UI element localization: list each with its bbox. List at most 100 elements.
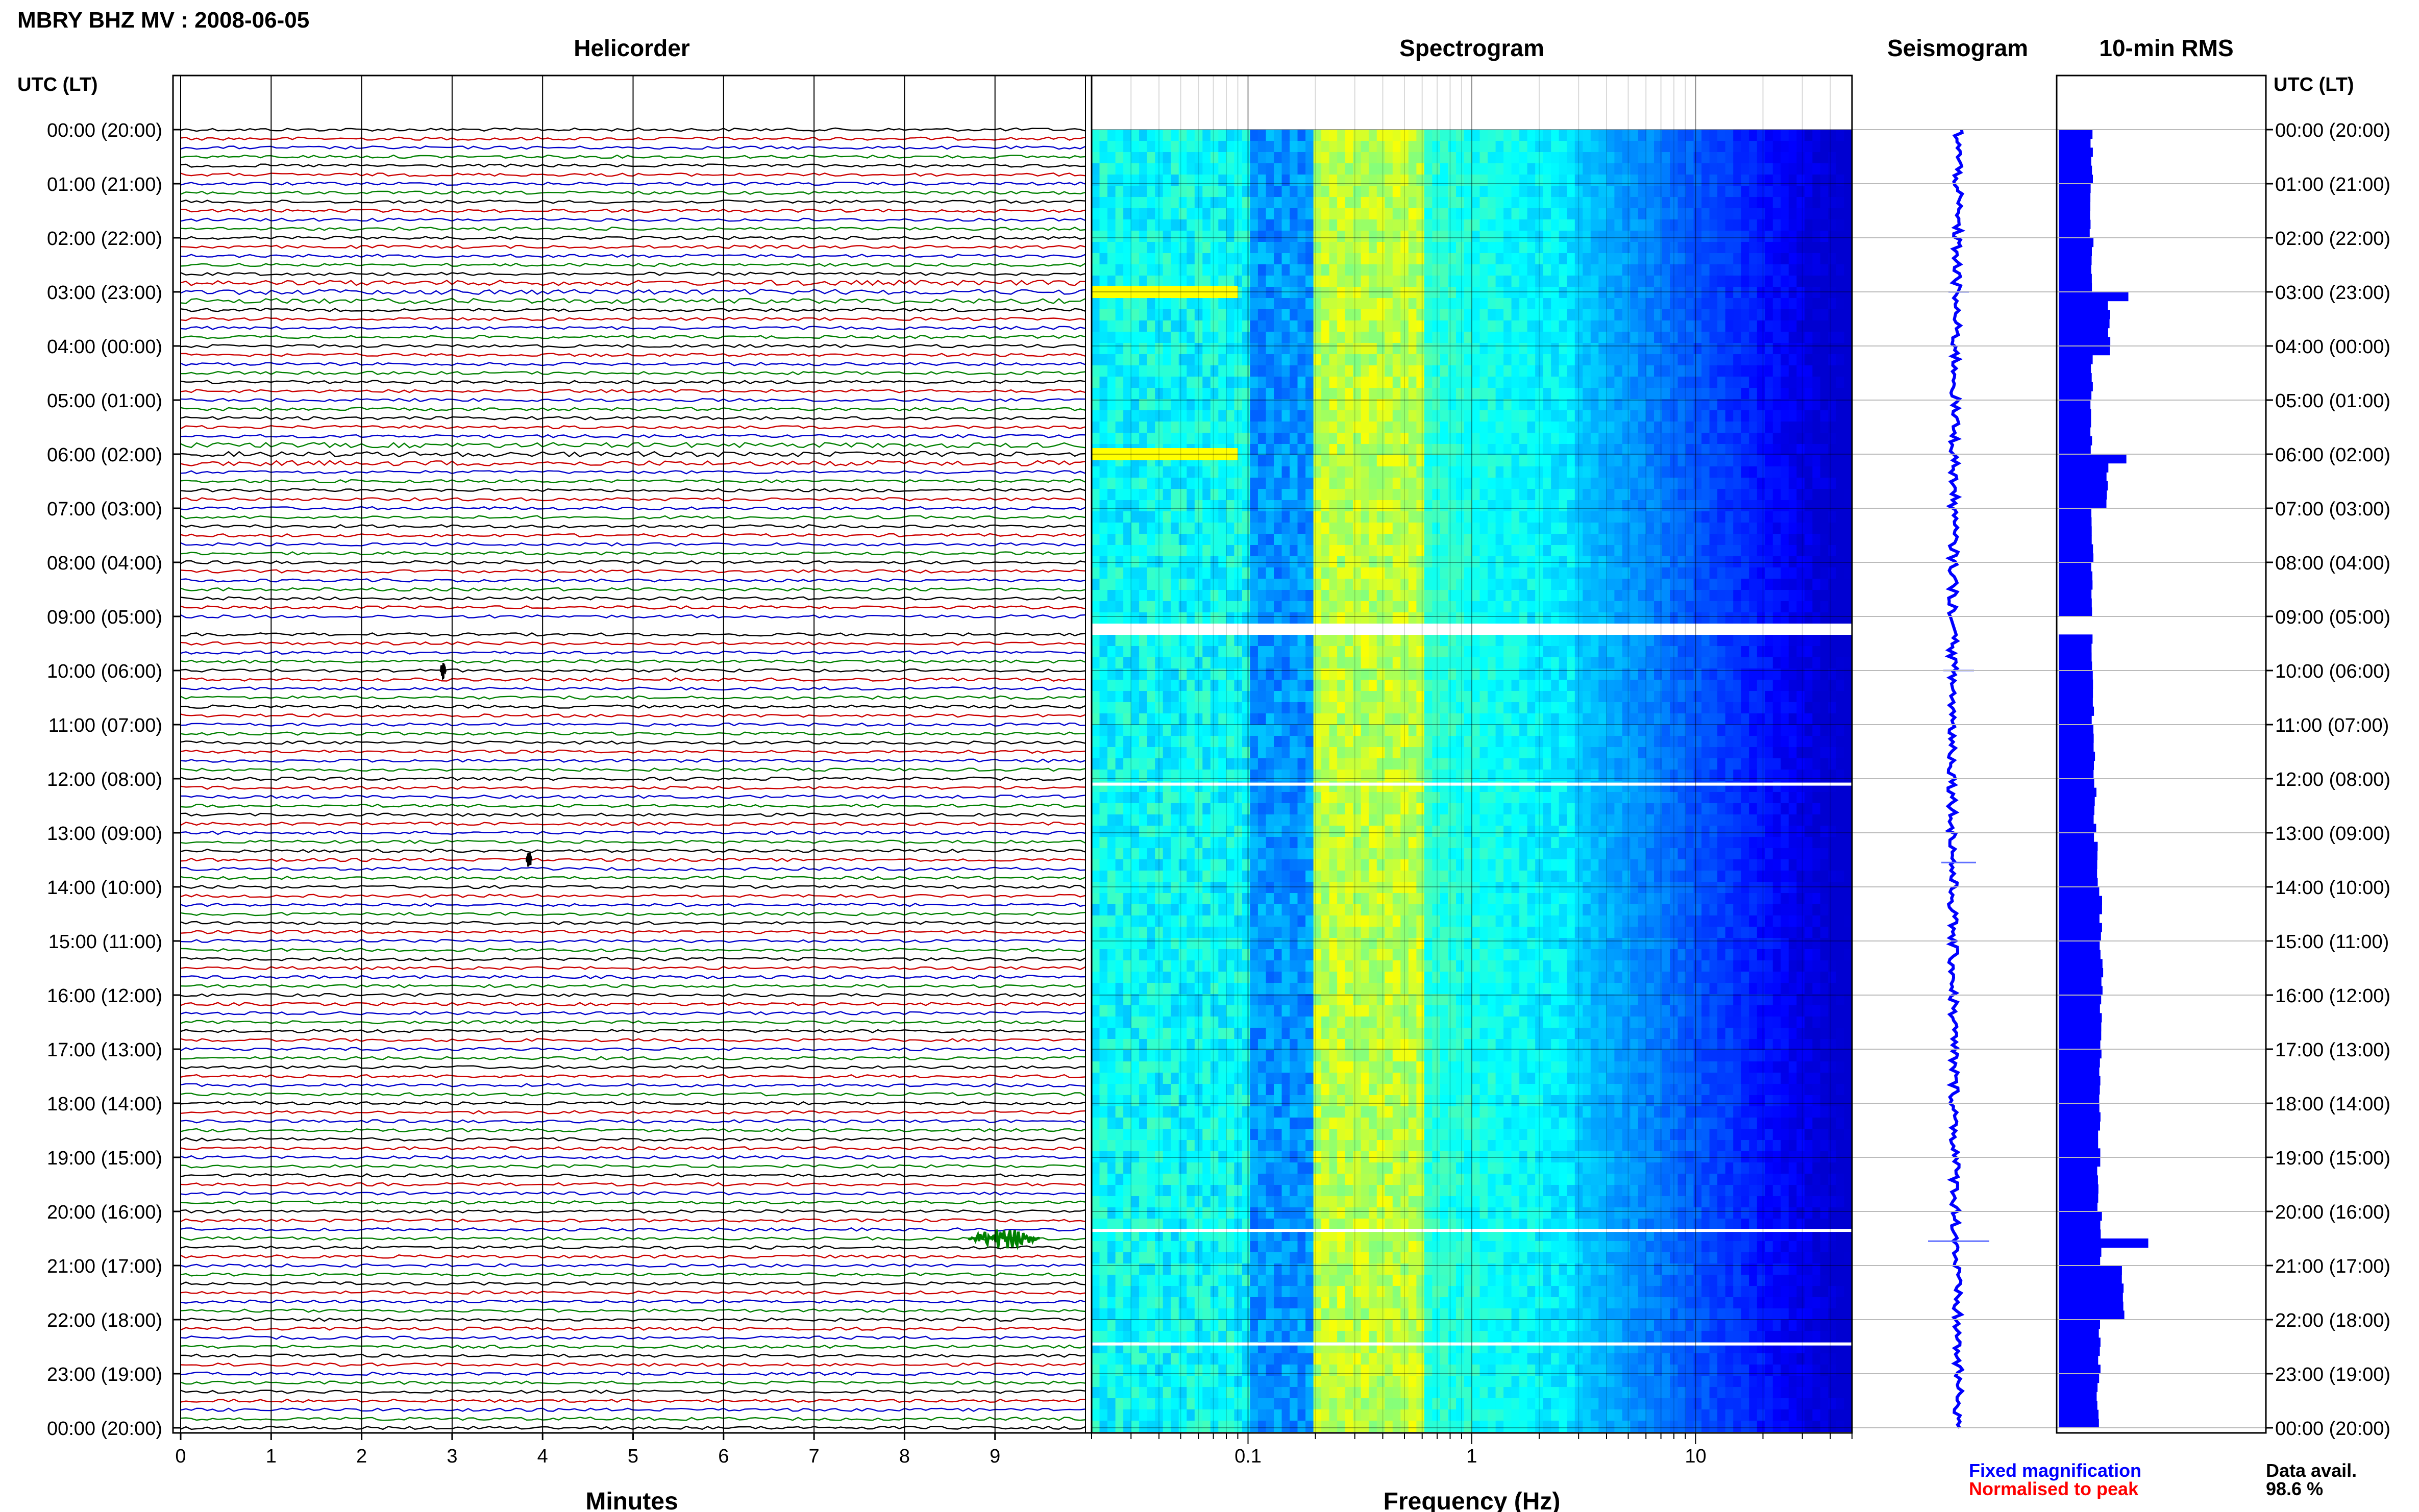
- spectrogram-cell: [1495, 579, 1504, 590]
- spectrogram-cell: [1472, 253, 1480, 264]
- spectrogram-cell: [1242, 545, 1250, 556]
- spectrogram-cell: [1535, 186, 1544, 197]
- spectrogram-cell: [1416, 579, 1425, 590]
- spectrogram-cell: [1400, 219, 1409, 231]
- spectrogram-cell: [1257, 500, 1266, 511]
- spectrogram-cell: [1590, 657, 1599, 668]
- spectrogram-cell: [1654, 130, 1663, 141]
- spectrogram-cell: [1765, 657, 1773, 668]
- spectrogram-cell: [1218, 635, 1227, 646]
- spectrogram-cell: [1305, 253, 1314, 264]
- spectrogram-cell: [1353, 163, 1362, 175]
- spectrogram-cell: [1772, 242, 1781, 253]
- spectrogram-cell: [1171, 646, 1179, 657]
- spectrogram-cell: [1733, 287, 1742, 298]
- spectrogram-cell: [1155, 635, 1164, 646]
- spectrogram-cell: [1392, 702, 1401, 713]
- spectrogram-cell: [1709, 466, 1718, 478]
- spectrogram-cell: [1543, 410, 1551, 422]
- spectrogram-cell: [1456, 343, 1465, 354]
- spectrogram-cell: [1464, 208, 1472, 219]
- spectrogram-cell: [1472, 478, 1480, 489]
- spectrogram-cell: [1147, 422, 1155, 433]
- spectrogram-cell: [1376, 500, 1385, 511]
- spectrogram-cell: [1630, 410, 1639, 422]
- spectrogram-cell: [1820, 163, 1829, 175]
- spectrogram-cell: [1472, 388, 1480, 399]
- spectrogram-cell: [1305, 152, 1314, 163]
- spectrogram-cell: [1313, 635, 1322, 646]
- spectrogram-cell: [1646, 612, 1655, 624]
- spectrogram-cell: [1551, 455, 1560, 466]
- spectrogram-cell: [1559, 388, 1567, 399]
- spectrogram-cell: [1812, 298, 1821, 309]
- spectrogram-cell: [1385, 253, 1393, 264]
- spectrogram-cell: [1622, 466, 1631, 478]
- spectrogram-cell: [1400, 702, 1409, 713]
- spectrogram-cell: [1329, 691, 1338, 702]
- spectrogram-cell: [1290, 388, 1298, 399]
- spectrogram-cell: [1147, 668, 1155, 680]
- spectrogram-cell: [1638, 455, 1646, 466]
- spectrogram-cell: [1709, 231, 1718, 242]
- spectrogram-cell: [1606, 298, 1615, 309]
- spectrogram-cell: [1772, 657, 1781, 668]
- spectrogram-cell: [1408, 511, 1417, 523]
- spectrogram-cell: [1242, 410, 1250, 422]
- spectrogram-cell: [1479, 466, 1488, 478]
- spectrogram-cell: [1527, 422, 1536, 433]
- spectrogram-cell: [1234, 320, 1243, 332]
- spectrogram-cell: [1781, 657, 1789, 668]
- spectrogram-cell: [1376, 365, 1385, 377]
- spectrogram-cell: [1606, 713, 1615, 725]
- spectrogram-cell: [1266, 668, 1274, 680]
- spectrogram-cell: [1297, 264, 1306, 276]
- spectrogram-cell: [1210, 410, 1219, 422]
- spectrogram-cell: [1187, 545, 1195, 556]
- spectrogram-cell: [1194, 388, 1203, 399]
- spectrogram-cell: [1464, 186, 1472, 197]
- spectrogram-cell: [1242, 646, 1250, 657]
- spectrogram-cell: [1353, 365, 1362, 377]
- spectrogram-cell: [1313, 534, 1322, 545]
- spectrogram-cell: [1329, 444, 1338, 455]
- spectrogram-cell: [1329, 399, 1338, 410]
- spectrogram-cell: [1131, 377, 1140, 388]
- spectrogram-cell: [1559, 309, 1567, 320]
- spectrogram-cell: [1543, 152, 1551, 163]
- spectrogram-cell: [1139, 219, 1148, 231]
- spectrogram-cell: [1392, 489, 1401, 500]
- spectrogram-cell: [1788, 298, 1797, 309]
- spectrogram-cell: [1187, 466, 1195, 478]
- spectrogram-cell: [1788, 422, 1797, 433]
- spectrogram-cell: [1606, 276, 1615, 287]
- spectrogram-cell: [1677, 365, 1686, 377]
- spectrogram-cell: [1187, 702, 1195, 713]
- spectrogram-cell: [1432, 668, 1441, 680]
- spectrogram-cell: [1147, 309, 1155, 320]
- spectrogram-cell: [1488, 444, 1496, 455]
- spectrogram-cell: [1099, 612, 1108, 624]
- spectrogram-cell: [1171, 523, 1179, 534]
- spectrogram-cell: [1115, 657, 1124, 668]
- spectrogram-cell: [1606, 668, 1615, 680]
- spectrogram-cell: [1757, 601, 1765, 612]
- spectrogram-cell: [1717, 556, 1726, 567]
- spectrogram-cell: [1677, 590, 1686, 601]
- spectrogram-cell: [1242, 332, 1250, 343]
- spectrogram-cell: [1400, 309, 1409, 320]
- spectrogram-cell: [1361, 422, 1369, 433]
- spectrogram-cell: [1693, 141, 1702, 152]
- spectrogram-cell: [1590, 197, 1599, 208]
- spectrogram-cell: [1226, 163, 1235, 175]
- spectrogram-cell: [1519, 478, 1528, 489]
- spectrogram-cell: [1479, 489, 1488, 500]
- spectrogram-cell: [1551, 377, 1560, 388]
- spectrogram-cell: [1725, 691, 1734, 702]
- spectrogram-cell: [1574, 500, 1583, 511]
- spectrogram-cell: [1147, 657, 1155, 668]
- spectrogram-cell: [1257, 298, 1266, 309]
- spectrogram-cell: [1440, 601, 1448, 612]
- spectrogram-cell: [1693, 253, 1702, 264]
- spectrogram-cell: [1432, 287, 1441, 298]
